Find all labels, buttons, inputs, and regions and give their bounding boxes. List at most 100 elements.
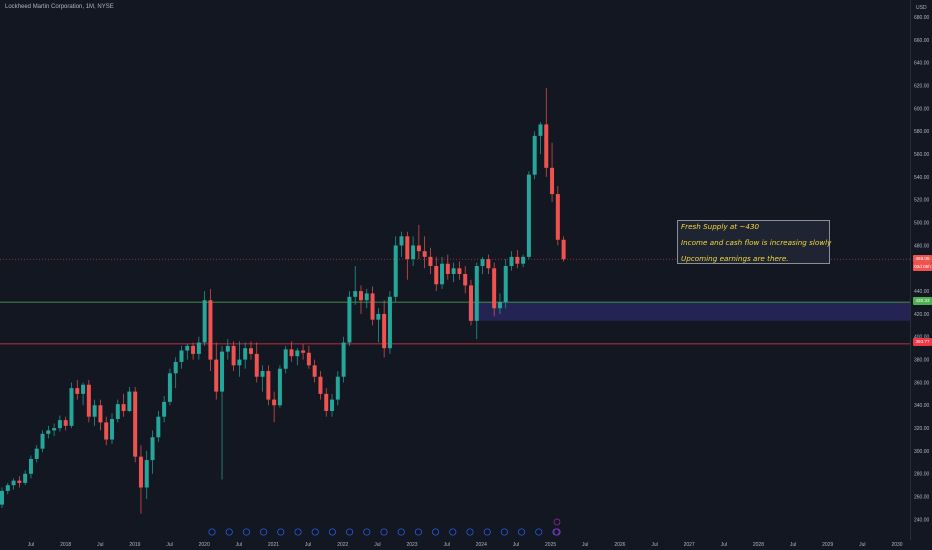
x-tick-label: Jul xyxy=(374,542,380,548)
candle-body xyxy=(214,359,219,392)
currency-label: USD xyxy=(916,5,927,11)
candle-body xyxy=(115,404,120,419)
candle-body xyxy=(434,266,439,285)
candle-body xyxy=(277,368,282,406)
y-tick-label: 480.00 xyxy=(914,243,930,249)
event-marker-icon xyxy=(363,528,371,536)
note-line-supply: Fresh Supply at ~430 xyxy=(681,222,760,231)
candle-body xyxy=(144,460,149,488)
event-marker-icon xyxy=(380,528,388,536)
candle-body xyxy=(405,236,410,260)
x-tick-label: 2019 xyxy=(129,542,140,548)
x-tick-label: 2026 xyxy=(614,542,625,548)
candle-body xyxy=(104,422,109,440)
candle-body xyxy=(98,405,103,423)
candle-body xyxy=(81,384,86,394)
candle-body xyxy=(492,268,497,309)
candle-body xyxy=(237,359,242,366)
candle-body xyxy=(306,352,311,366)
candle-body xyxy=(289,349,294,357)
candle-body xyxy=(110,418,115,440)
y-tick-label: 520.00 xyxy=(914,198,930,204)
candle-body xyxy=(162,401,167,417)
x-tick-label: Jul xyxy=(166,542,172,548)
candle-body xyxy=(555,194,560,240)
candle-body xyxy=(538,124,543,136)
candle-body xyxy=(399,236,404,246)
support-level-tag: 393.77 xyxy=(913,338,932,346)
event-marker-icon xyxy=(414,528,422,536)
last-close-countdown-tag: 02d 05h xyxy=(913,263,932,271)
event-marker-icon xyxy=(294,528,302,536)
candle-body xyxy=(40,433,45,449)
supply-zone xyxy=(467,302,910,321)
candle-body xyxy=(387,296,392,349)
candle-body xyxy=(382,313,387,349)
y-tick-label: 640.00 xyxy=(914,61,930,67)
candle-body xyxy=(179,350,184,362)
candle-body xyxy=(283,349,288,369)
y-tick-label: 600.00 xyxy=(914,106,930,112)
candle-body xyxy=(370,293,375,320)
candle-body xyxy=(457,268,462,274)
event-marker-icon xyxy=(397,528,405,536)
y-tick-label: 420.00 xyxy=(914,312,930,318)
candle-body xyxy=(272,399,277,406)
x-tick-label: 2024 xyxy=(476,542,487,548)
candle-body xyxy=(17,480,22,483)
candle-body xyxy=(127,391,132,411)
candle-body xyxy=(480,259,485,267)
event-marker-icon xyxy=(260,528,268,536)
candle-body xyxy=(440,263,445,285)
y-tick-label: 540.00 xyxy=(914,175,930,181)
candle-body xyxy=(52,428,57,431)
candle-body xyxy=(550,167,555,195)
y-tick-label: 280.00 xyxy=(914,472,930,478)
candle-body xyxy=(341,342,346,377)
annotation-note[interactable]: Fresh Supply at ~430 Income and cash flo… xyxy=(677,220,832,264)
event-marker-icon xyxy=(466,528,474,536)
x-tick-label: Jul xyxy=(236,542,242,548)
candle-body xyxy=(468,285,473,321)
x-tick-label: Jul xyxy=(305,542,311,548)
candle-body xyxy=(532,135,537,175)
x-tick-label: Jul xyxy=(651,542,657,548)
candle-body xyxy=(34,448,39,459)
y-tick-label: 380.00 xyxy=(914,357,930,363)
candle-body xyxy=(5,485,10,491)
x-tick-label: 2018 xyxy=(60,542,71,548)
y-tick-label: 440.00 xyxy=(914,289,930,295)
x-tick-label: Jul xyxy=(513,542,519,548)
candle-body xyxy=(248,348,253,354)
candle-body xyxy=(335,376,340,400)
x-tick-label: Jul xyxy=(859,542,865,548)
candle-body xyxy=(416,245,421,252)
candle-body xyxy=(0,490,4,505)
candle-body xyxy=(23,473,28,483)
candle-body xyxy=(486,259,491,269)
x-tick-label: 2030 xyxy=(891,542,902,548)
x-tick-label: 2029 xyxy=(822,542,833,548)
note-line-earnings: Upcoming earnings are there. xyxy=(681,254,789,263)
x-tick-label: 2021 xyxy=(268,542,279,548)
note-line-income: Income and cash flow is increasing slowl… xyxy=(681,238,832,247)
x-tick-label: Jul xyxy=(582,542,588,548)
candle-body xyxy=(185,345,190,351)
candle-body xyxy=(347,296,352,343)
x-tick-label: 2022 xyxy=(337,542,348,548)
candle-body xyxy=(138,456,143,488)
last-close-tag: 468.05 xyxy=(913,255,932,263)
symbol-title: Lockheed Martin Corporation, 1M, NYSE xyxy=(5,4,114,10)
y-tick-label: 320.00 xyxy=(914,426,930,432)
y-tick-label: 680.00 xyxy=(914,15,930,21)
candle-body xyxy=(196,342,201,354)
x-tick-label: Jul xyxy=(97,542,103,548)
candle-body xyxy=(266,371,271,400)
candle-body xyxy=(202,300,207,343)
candle-body xyxy=(353,291,358,297)
x-tick-label: 2027 xyxy=(684,542,695,548)
candle-body xyxy=(150,437,155,461)
event-marker-icon xyxy=(500,528,508,536)
y-tick-label: 300.00 xyxy=(914,449,930,455)
